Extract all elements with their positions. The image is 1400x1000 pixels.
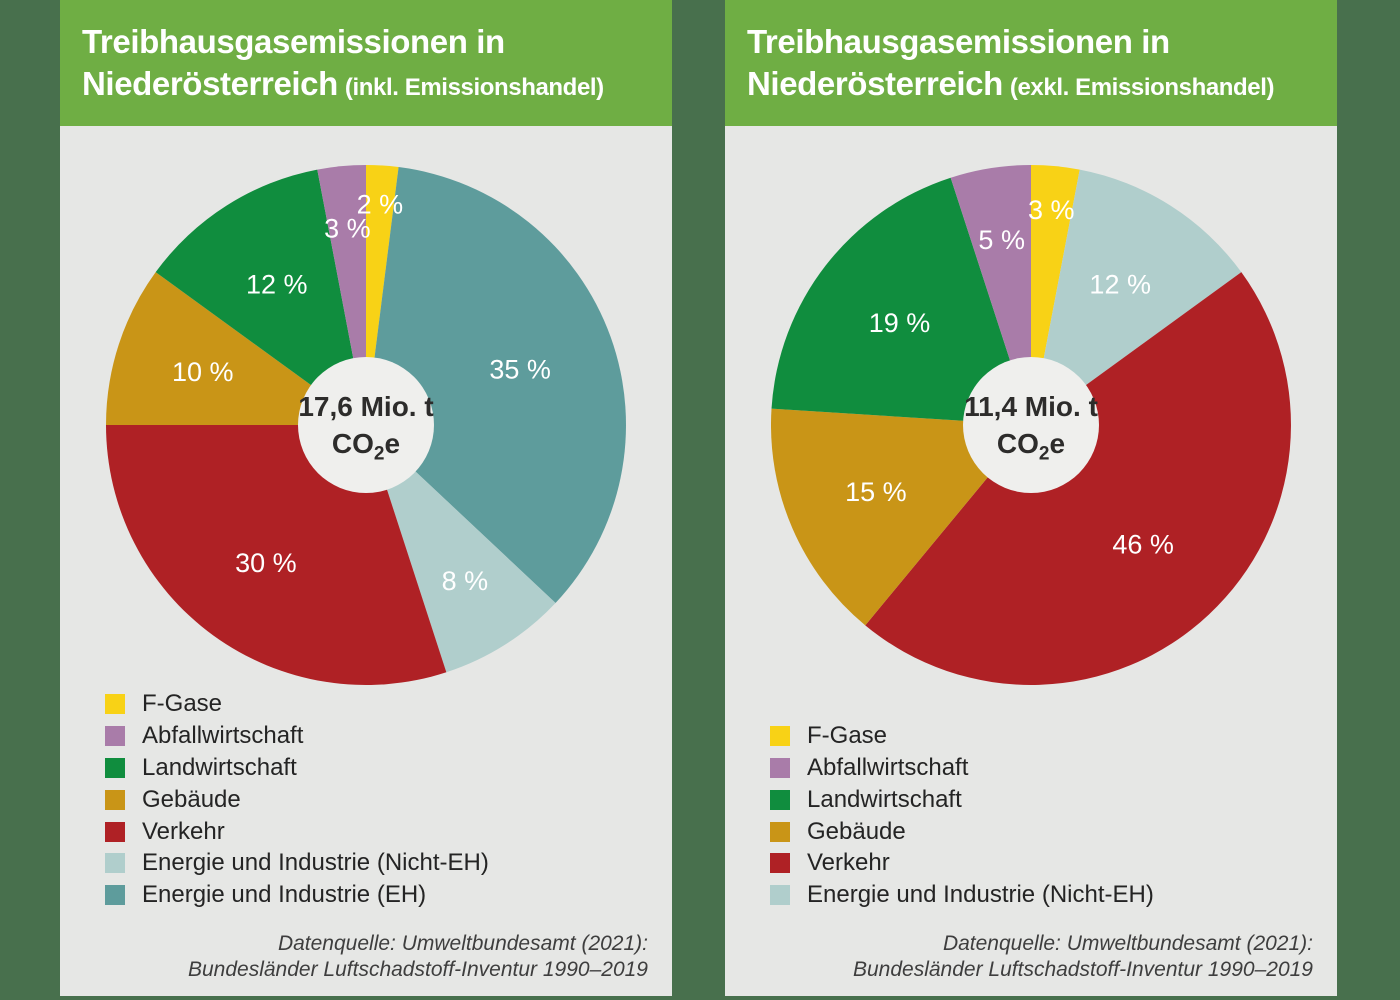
- legend-label: Energie und Industrie (Nicht-EH): [142, 849, 489, 877]
- legend-label: Energie und Industrie (Nicht-EH): [807, 881, 1154, 909]
- legend-item-energie-und-industrie-nicht-eh: Energie und Industrie (Nicht-EH): [105, 847, 672, 879]
- pie-chart-container: 2 % 35 % 8 % 30 % 10 % 12 % 3 % 17,6 Mio. t CO…: [106, 165, 626, 685]
- card-title-suffix: (inkl. Emissionshandel): [344, 74, 604, 101]
- legend-label: Abfallwirtschaft: [807, 753, 969, 781]
- pie-chart-container: 3 % 12 % 46 % 15 % 19 % 5 % 11,4 Mio. t CO2e: [771, 165, 1291, 685]
- pie-percent-label-verkehr: 30 %: [235, 548, 297, 578]
- card-exkl-emissionshandel: Treibhausgasemissionen in Niederösterrei…: [725, 0, 1337, 996]
- legend-swatch-icon: [105, 821, 125, 842]
- legend-label: F-Gase: [807, 722, 888, 750]
- source-note-line1: Datenquelle: Umweltbundesamt (2021):: [942, 932, 1313, 955]
- pie-center-unit: CO2e: [331, 428, 401, 465]
- legend-label: Gebäude: [142, 785, 241, 813]
- legend-swatch-icon: [105, 694, 125, 715]
- source-note-line2: Bundesländer Luftschadstoff-Inventur 199…: [187, 958, 648, 981]
- card-header: Treibhausgasemissionen in Niederösterrei…: [725, 0, 1337, 126]
- legend-item-geb-ude: Gebäude: [770, 816, 1337, 848]
- legend-item-f-gase: F-Gase: [105, 688, 672, 720]
- legend-label: Verkehr: [807, 849, 890, 877]
- pie-center-total: 17,6 Mio. t: [298, 391, 434, 422]
- pie-slice-geb-ude: [771, 408, 1031, 626]
- source-note-line2: Bundesländer Luftschadstoff-Inventur 199…: [852, 958, 1313, 981]
- legend-item-verkehr: Verkehr: [105, 816, 672, 848]
- source-note: Datenquelle: Umweltbundesamt (2021): Bun…: [725, 931, 1313, 983]
- legend-label: Landwirtschaft: [142, 753, 297, 781]
- pie-center-circle: [963, 357, 1099, 493]
- pie-percent-label-f-gase: 2 %: [357, 189, 404, 219]
- legend: F-Gase Abfallwirtschaft Landwirtschaft Gebä…: [105, 688, 672, 911]
- pie-center-unit: CO2e: [996, 428, 1066, 465]
- legend-swatch-icon: [105, 885, 125, 906]
- card-inkl-emissionshandel: Treibhausgasemissionen in Niederösterrei…: [60, 0, 672, 996]
- pie-slice-energie-und-industrie-nicht-eh: [366, 425, 556, 673]
- legend-swatch-icon: [105, 853, 125, 874]
- card-title-line2: Niederösterreich (exkl. Emissionshandel): [747, 63, 1327, 109]
- pie-slice-geb-ude: [106, 272, 366, 425]
- legend-item-abfallwirtschaft: Abfallwirtschaft: [770, 752, 1337, 784]
- legend-swatch-icon: [105, 726, 125, 747]
- legend-label: Abfallwirtschaft: [142, 722, 304, 750]
- pie-slice-energie-und-industrie-eh: [366, 167, 626, 603]
- legend: F-Gase Abfallwirtschaft Landwirtschaft Gebä…: [770, 720, 1337, 911]
- pie-chart: 3 % 12 % 46 % 15 % 19 % 5 %: [771, 165, 1291, 685]
- card-header: Treibhausgasemissionen in Niederösterrei…: [60, 0, 672, 126]
- legend-label: Gebäude: [807, 817, 906, 845]
- source-note: Datenquelle: Umweltbundesamt (2021): Bun…: [60, 931, 648, 983]
- legend-swatch-icon: [770, 757, 790, 778]
- card-title-line1: Treibhausgasemissionen in: [747, 23, 1170, 60]
- legend-swatch-icon: [770, 853, 790, 874]
- legend-swatch-icon: [105, 789, 125, 810]
- pie-percent-label-verkehr: 46 %: [1112, 529, 1174, 559]
- legend-item-abfallwirtschaft: Abfallwirtschaft: [105, 720, 672, 752]
- pie-slice-landwirtschaft: [155, 169, 366, 425]
- pie-percent-label-f-gase: 3 %: [1028, 195, 1075, 225]
- pie-center-label: 11,4 Mio. t CO2e: [936, 388, 1126, 465]
- pie-center-total: 11,4 Mio. t: [964, 391, 1098, 422]
- pie-slice-energie-und-industrie-nicht-eh: [1031, 169, 1242, 425]
- pie-percent-label-geb-ude: 10 %: [172, 357, 234, 387]
- legend-item-f-gase: F-Gase: [770, 720, 1337, 752]
- pie-slice-landwirtschaft: [771, 177, 1031, 425]
- legend-label: Verkehr: [142, 817, 225, 845]
- legend-item-geb-ude: Gebäude: [105, 784, 672, 816]
- legend-swatch-icon: [770, 789, 790, 810]
- card-title-region: Niederösterreich: [82, 65, 338, 102]
- pie-percent-label-energie-und-industrie-eh: 35 %: [489, 355, 551, 385]
- legend-label: F-Gase: [142, 690, 223, 718]
- legend-item-verkehr: Verkehr: [770, 847, 1337, 879]
- pie-center-label: 17,6 Mio. t CO2e: [271, 388, 461, 465]
- pie-slice-abfallwirtschaft: [950, 165, 1031, 425]
- pie-percent-label-abfallwirtschaft: 3 %: [324, 213, 371, 243]
- pie-percent-label-geb-ude: 15 %: [845, 477, 907, 507]
- card-title-suffix: (exkl. Emissionshandel): [1009, 74, 1275, 101]
- legend-item-landwirtschaft: Landwirtschaft: [770, 784, 1337, 816]
- legend-label: Landwirtschaft: [807, 785, 962, 813]
- legend-swatch-icon: [105, 757, 125, 778]
- legend-swatch-icon: [770, 885, 790, 906]
- pie-center-circle: [298, 357, 434, 493]
- card-title-region: Niederösterreich: [747, 65, 1003, 102]
- source-note-line1: Datenquelle: Umweltbundesamt (2021):: [277, 932, 648, 955]
- legend-swatch-icon: [770, 726, 790, 747]
- pie-percent-label-landwirtschaft: 19 %: [869, 308, 931, 338]
- pie-chart: 2 % 35 % 8 % 30 % 10 % 12 % 3 %: [106, 165, 626, 685]
- card-title-line2: Niederösterreich (inkl. Emissionshandel): [82, 63, 662, 109]
- pie-percent-label-energie-und-industrie-nicht-eh: 8 %: [442, 566, 489, 596]
- legend-item-landwirtschaft: Landwirtschaft: [105, 752, 672, 784]
- legend-item-energie-und-industrie-eh: Energie und Industrie (EH): [105, 879, 672, 911]
- pie-percent-label-energie-und-industrie-nicht-eh: 12 %: [1089, 270, 1151, 300]
- pie-percent-label-landwirtschaft: 12 %: [246, 270, 308, 300]
- pie-slice-verkehr: [865, 272, 1291, 685]
- pie-percent-label-abfallwirtschaft: 5 %: [978, 225, 1025, 255]
- legend-swatch-icon: [770, 821, 790, 842]
- card-title-line1: Treibhausgasemissionen in: [82, 23, 505, 60]
- legend-label: Energie und Industrie (EH): [142, 881, 427, 909]
- legend-item-energie-und-industrie-nicht-eh: Energie und Industrie (Nicht-EH): [770, 879, 1337, 911]
